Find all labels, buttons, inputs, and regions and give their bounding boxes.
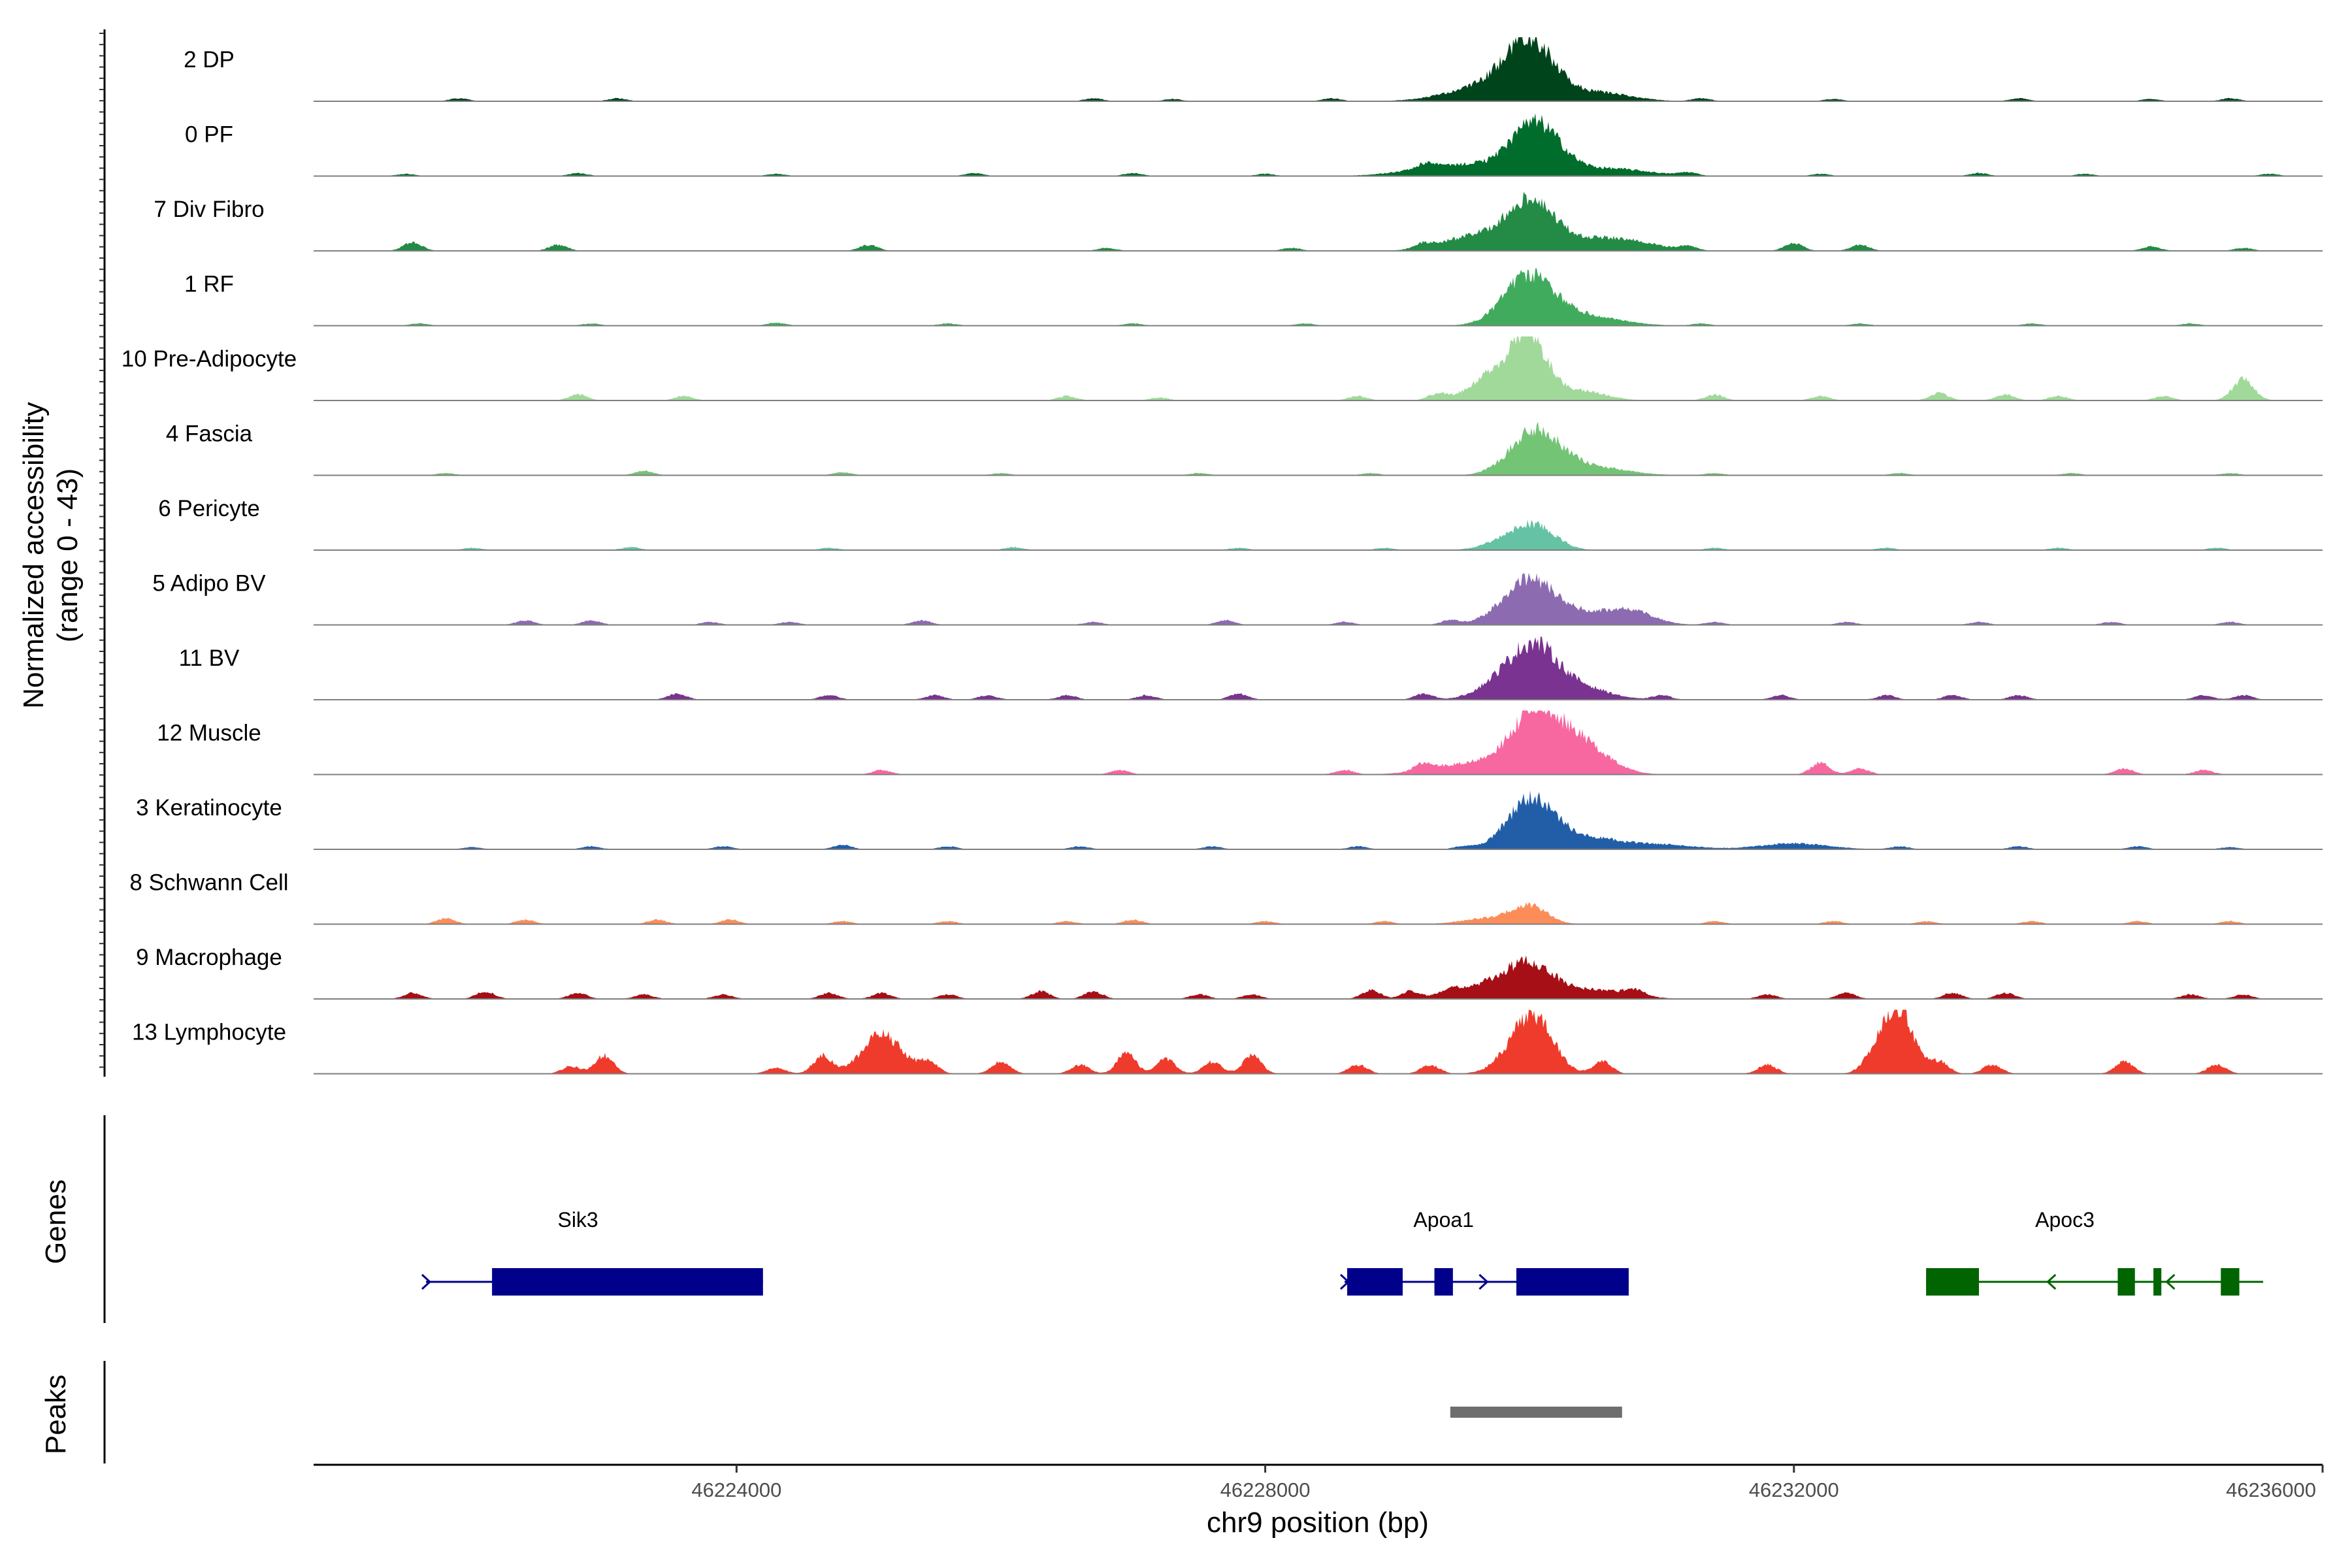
track-11-bv: 11 BV <box>179 636 2323 700</box>
coverage-area <box>314 421 2321 476</box>
track-label: 9 Macrophage <box>136 945 282 970</box>
track-13-lymphocyte: 13 Lymphocyte <box>132 1009 2323 1075</box>
coverage-area <box>314 268 2321 326</box>
track-10-pre-adipocyte: 10 Pre-Adipocyte <box>122 336 2323 401</box>
gene-label: Apoc3 <box>2035 1208 2095 1232</box>
track-label: 7 Div Fibro <box>154 197 264 222</box>
coverage-area <box>314 113 2321 176</box>
gene-label: Apoa1 <box>1413 1208 1474 1232</box>
strand-arrow-icon <box>421 1273 432 1290</box>
strand-arrow-icon <box>2046 1273 2057 1290</box>
gene-exon <box>2117 1268 2135 1296</box>
track-1-rf: 1 RF <box>184 268 2323 327</box>
gene-sik3: Sik3 <box>421 1208 763 1296</box>
track-7-div-fibro: 7 Div Fibro <box>154 191 2323 252</box>
track-label: 5 Adipo BV <box>152 571 266 596</box>
gene-exon <box>1516 1268 1629 1296</box>
track-6-pericyte: 6 Pericyte <box>158 496 2323 551</box>
track-label: 10 Pre-Adipocyte <box>122 346 297 372</box>
coverage-area <box>314 572 2321 625</box>
coverage-area <box>314 636 2321 700</box>
gene-exon <box>1434 1268 1453 1296</box>
peaks-panel-label: Peaks <box>40 1375 72 1454</box>
track-label: 4 Fascia <box>166 421 253 447</box>
x-tick-label: 46236000 <box>2226 1478 2316 1501</box>
coverage-area <box>314 336 2321 400</box>
coverage-area <box>314 955 2321 999</box>
track-label: 11 BV <box>179 645 240 671</box>
gene-apoa1: Apoa1 <box>1339 1208 1629 1296</box>
y-axis-title-line2: (range 0 - 43) <box>52 468 84 643</box>
coverage-area <box>314 790 2321 849</box>
gene-exon <box>1347 1268 1403 1296</box>
track-label: 6 Pericyte <box>158 496 260 521</box>
y-axis: Normalized accessibility (range 0 - 43) <box>18 29 106 1077</box>
tracks-layer: 2 DP 0 PF 7 Div Fibro 1 RF 10 Pre-Adipocyte 4… <box>122 37 2323 1075</box>
track-9-macrophage: 9 Macrophage <box>136 945 2323 1000</box>
track-label: 2 DP <box>184 47 235 73</box>
track-label: 1 RF <box>184 272 234 297</box>
track-label: 8 Schwann Cell <box>129 870 288 896</box>
genes-panel-label: Genes <box>40 1179 72 1264</box>
track-8-schwann-cell: 8 Schwann Cell <box>129 870 2323 925</box>
strand-arrow-icon <box>2165 1273 2176 1290</box>
gene-exon <box>2221 1268 2240 1296</box>
gene-exon <box>492 1268 763 1296</box>
coverage-area <box>314 902 2321 924</box>
track-label: 13 Lymphocyte <box>132 1020 286 1045</box>
x-axis-title: chr9 position (bp) <box>1207 1507 1429 1539</box>
track-label: 0 PF <box>185 122 233 148</box>
peaks-panel: Peaks <box>40 1361 1622 1463</box>
coverage-area <box>314 519 2321 550</box>
x-axis: chr9 position (bp) 46224000 46228000 46232… <box>314 1463 2324 1539</box>
gene-label: Sik3 <box>557 1208 598 1232</box>
peak-region <box>1450 1407 1622 1418</box>
gene-exon <box>1926 1268 1980 1296</box>
track-0-pf: 0 PF <box>185 113 2323 177</box>
genes-panel: Genes Sik3 Apoa1 Apoc3 <box>40 1115 2263 1323</box>
track-12-muscle: 12 Muscle <box>157 710 2323 776</box>
coverage-area <box>314 191 2321 251</box>
x-tick-label: 46228000 <box>1220 1478 1311 1501</box>
x-tick-label: 46224000 <box>691 1478 781 1501</box>
y-axis-title-line1: Normalized accessibility <box>18 402 50 708</box>
x-tick-label: 46232000 <box>1749 1478 1839 1501</box>
strand-arrow-icon <box>1339 1273 1350 1290</box>
track-2-dp: 2 DP <box>184 37 2323 102</box>
track-label: 3 Keratinocyte <box>136 795 282 821</box>
coverage-area <box>314 710 2321 775</box>
track-5-adipo-bv: 5 Adipo BV <box>152 571 2323 626</box>
track-3-keratinocyte: 3 Keratinocyte <box>136 790 2323 850</box>
coverage-area <box>314 1009 2321 1074</box>
track-label: 12 Muscle <box>157 721 261 746</box>
gene-apoc3: Apoc3 <box>1926 1208 2263 1296</box>
strand-arrow-icon <box>1478 1273 1489 1290</box>
coverage-area <box>314 37 2321 101</box>
track-4-fascia: 4 Fascia <box>166 421 2323 476</box>
gene-exon <box>2153 1268 2162 1296</box>
